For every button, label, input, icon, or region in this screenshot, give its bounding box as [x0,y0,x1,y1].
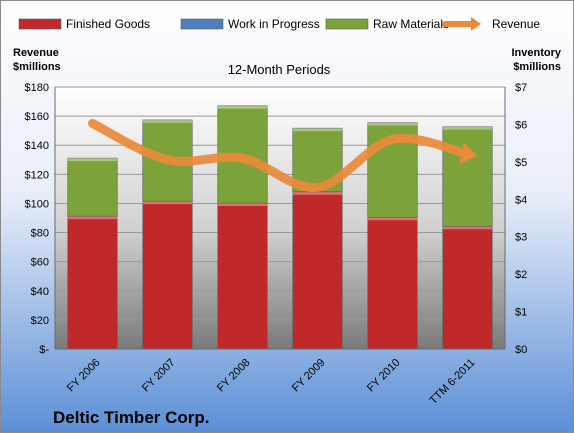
legend-swatch [325,18,369,30]
left-tick-label: $180 [25,82,49,94]
right-tick-label: $0 [515,344,527,356]
legend: Finished Goods Work in Progress Raw Materi… [18,17,540,31]
bar-highlight [442,126,493,130]
revenue-line [88,118,472,193]
bar-highlight [67,216,118,220]
bar-raw-materials [67,157,118,217]
bar-finished-goods [442,225,493,350]
left-axis-title-line2: $millions [13,61,61,73]
bar-highlight [217,105,268,109]
left-tick-label: $100 [25,198,49,210]
legend-swatch [18,18,62,30]
revenue-arrowhead [459,142,478,164]
bar-highlight [442,226,493,230]
bar-highlight [292,191,343,195]
legend-label: Work in Progress [228,17,320,31]
legend-label: Finished Goods [66,17,150,31]
right-tick-label: $1 [515,307,527,319]
bar-finished-goods [217,202,268,350]
revenue-line-layer [88,118,478,193]
legend-swatch-arrow [471,17,481,31]
bar-highlight [142,201,193,205]
left-axis-title-line1: Revenue [13,47,59,59]
bar-finished-goods [67,215,118,350]
left-tick-label: $40 [31,286,49,298]
bar-highlight [367,217,418,221]
right-tick-label: $7 [515,82,527,94]
bar-raw-materials [442,126,493,227]
right-axis-title-line2: $millions [513,61,561,73]
left-tick-label: $120 [25,169,49,181]
plot-area [55,87,505,349]
right-tick-label: $2 [515,269,527,281]
legend-label: Revenue [492,17,540,31]
bar-finished-goods [142,200,193,350]
right-axis-title-line1: Inventory [511,47,561,59]
bar-highlight [367,122,418,126]
left-tick-label: $80 [31,228,49,240]
left-tick-label: $160 [25,111,49,123]
bar-finished-goods [292,191,343,350]
legend-swatch [180,18,224,30]
right-tick-label: $4 [515,194,527,206]
left-tick-label: $- [39,344,49,356]
company-name: Deltic Timber Corp. [53,408,210,427]
left-tick-label: $20 [31,315,49,327]
bar-finished-goods [367,216,418,350]
legend-label: Raw Materials [373,17,449,31]
left-tick-label: $140 [25,140,49,152]
bar-highlight [67,158,118,162]
right-tick-label: $5 [515,157,527,169]
bar-highlight [142,119,193,123]
bar-highlight [217,203,268,207]
right-tick-label: $3 [515,232,527,244]
left-tick-label: $60 [31,257,49,269]
chart-title: 12-Month Periods [228,62,331,77]
bar-highlight [292,128,343,132]
right-tick-label: $6 [515,119,527,131]
